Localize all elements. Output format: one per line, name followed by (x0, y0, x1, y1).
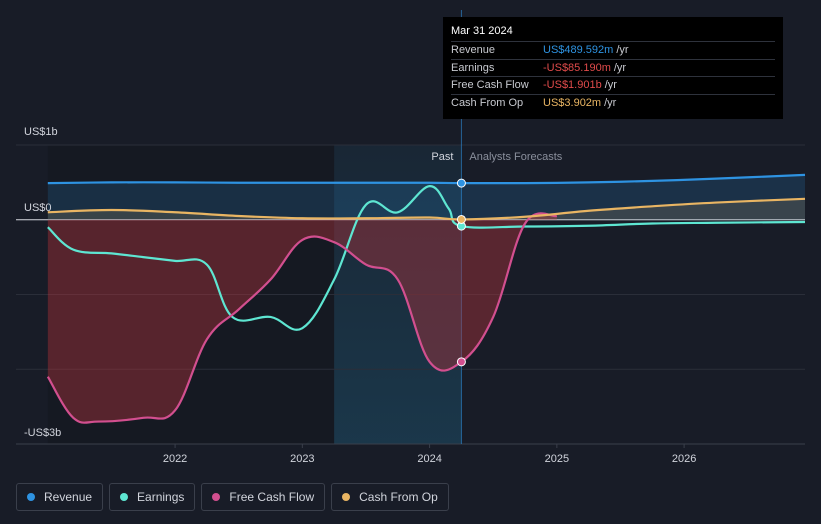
free-cash-flow-line (46, 212, 558, 424)
tooltip-value: US$3.902m (543, 96, 602, 109)
legend-item-earnings[interactable]: Earnings (109, 483, 196, 511)
legend-swatch (27, 493, 35, 501)
y-axis-label: US$0 (24, 202, 52, 214)
y-axis-label: US$1b (24, 126, 58, 138)
data-tooltip: Mar 31 2024 Revenue US$489.592m /yr Earn… (443, 17, 783, 119)
tooltip-row-cash-from-op: Cash From Op US$3.902m /yr (451, 93, 775, 112)
tooltip-unit: /yr (604, 96, 617, 109)
legend-label: Earnings (137, 490, 185, 504)
legend-item-cash-from-op[interactable]: Cash From Op (331, 483, 449, 511)
legend-swatch (212, 493, 221, 501)
revenue-marker (456, 178, 466, 188)
legend-label: Free Cash Flow (229, 490, 315, 504)
x-tick-label: 2023 (290, 453, 314, 465)
forecast-label: Analysts Forecasts (469, 151, 562, 163)
tooltip-unit: /yr (604, 79, 617, 92)
tooltip-unit: /yr (613, 61, 627, 74)
y-axis-label: -US$3b (24, 427, 61, 439)
tooltip-row-free-cash-flow: Free Cash Flow -US$1.901b /yr (451, 76, 775, 94)
tooltip-row-revenue: Revenue US$489.592m /yr (451, 41, 775, 59)
tooltip-date: Mar 31 2024 (451, 25, 513, 37)
legend-swatch (342, 493, 351, 501)
cash-from-op-area (47, 198, 806, 220)
tooltip-label: Revenue (451, 44, 496, 57)
past-label: Past (431, 151, 453, 163)
earnings-line (47, 185, 806, 331)
free-cash-flow-area (47, 213, 557, 423)
legend-item-revenue[interactable]: Revenue (16, 483, 104, 511)
free-cash-flow-marker (456, 357, 466, 367)
legend-label: Cash From Op (359, 490, 438, 504)
tooltip-unit: /yr (616, 44, 629, 57)
x-tick-label: 2026 (672, 453, 696, 465)
tooltip-value: -US$85.190m (543, 61, 611, 74)
tooltip-value: US$489.592m (543, 44, 614, 57)
revenue-line (47, 173, 806, 185)
legend-label: Revenue (44, 490, 93, 504)
x-tick-label: 2022 (163, 453, 187, 465)
chart-legend: Revenue Earnings Free Cash Flow Cash Fro… (16, 483, 449, 511)
tooltip-value: -US$1.901b (543, 79, 602, 92)
cash-from-op-marker (456, 214, 466, 224)
x-tick-label: 2024 (417, 453, 441, 465)
tooltip-row-earnings: Earnings -US$85.190m /yr (451, 58, 775, 77)
x-tick-label: 2025 (545, 453, 569, 465)
financial-chart: 2022 2023 2024 2025 2026 US$1b US$0 -US$3b Past A… (16, 10, 806, 465)
cash-from-op-line (47, 197, 806, 221)
legend-swatch (120, 493, 129, 501)
tooltip-label: Cash From Op (451, 96, 524, 109)
tooltip-label: Earnings (451, 61, 495, 74)
legend-item-free-cash-flow[interactable]: Free Cash Flow (201, 483, 326, 511)
tooltip-label: Free Cash Flow (451, 79, 529, 92)
